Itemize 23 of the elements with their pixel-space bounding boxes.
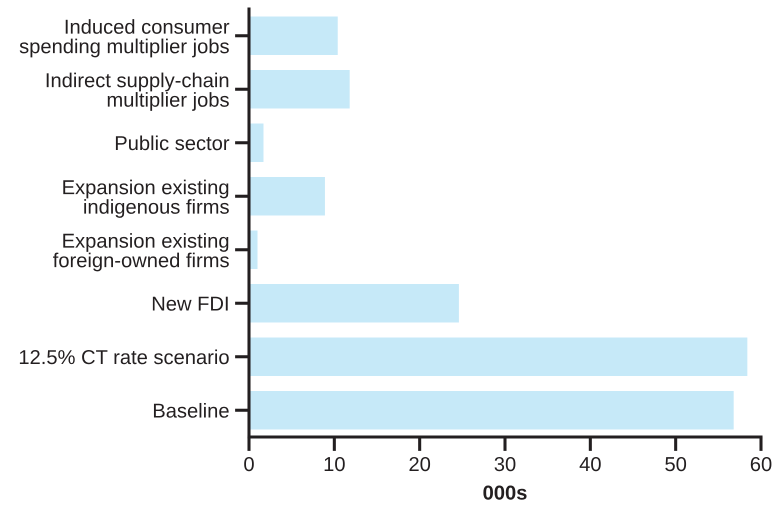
y-tick-label: Baseline <box>154 402 229 418</box>
x-tick-label: 60 <box>750 456 772 472</box>
bar <box>249 284 459 323</box>
y-tick-label: New FDI <box>152 296 228 311</box>
y-tick-label: Induced consumer spending multiplier jobs <box>20 19 230 58</box>
x-axis-title: 000s <box>483 485 527 500</box>
y-tick-label: Public sector <box>116 135 230 150</box>
y-tick-label: 12.5% CT rate scenario <box>20 349 229 364</box>
x-tick-label: 40 <box>580 456 601 472</box>
y-tick-label: Expansion existing indigenous firms <box>63 180 229 218</box>
x-tick-label: 50 <box>665 456 686 472</box>
bar <box>249 16 338 56</box>
bar <box>249 337 748 376</box>
x-tick-label: 20 <box>409 456 430 472</box>
bar <box>249 123 264 162</box>
bar <box>249 176 325 216</box>
bar <box>249 390 734 430</box>
x-tick-label: 30 <box>494 456 516 472</box>
y-tick-label: Expansion existing foreign-owned firms <box>53 233 229 272</box>
bar <box>249 70 350 109</box>
y-tick-label: Indirect supply-chain multiplier jobs <box>46 72 229 111</box>
x-tick-label: 10 <box>324 456 345 472</box>
x-tick-label: 0 <box>244 456 254 472</box>
